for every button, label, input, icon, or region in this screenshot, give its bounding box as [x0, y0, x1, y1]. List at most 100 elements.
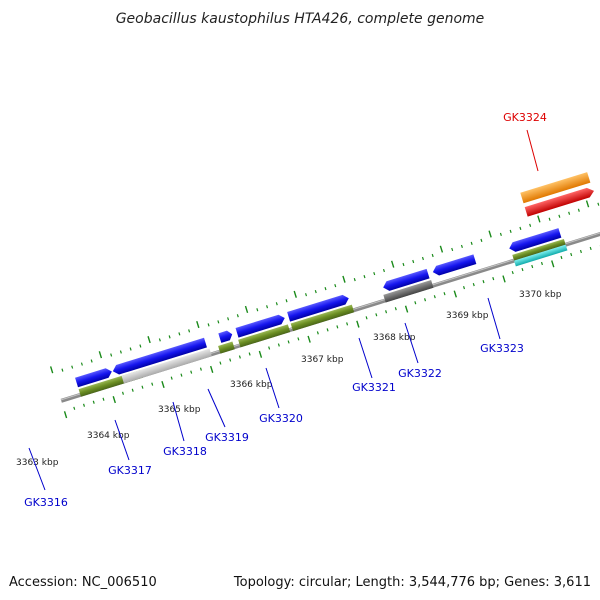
- track-group: [49, 172, 600, 419]
- minor-tick: [433, 295, 436, 299]
- gene-label-gk3320[interactable]: GK3320: [259, 412, 303, 425]
- minor-tick: [90, 359, 93, 363]
- minor-tick: [268, 346, 271, 350]
- minor-tick: [285, 299, 288, 303]
- minor-tick: [492, 276, 495, 281]
- kbp-label: 3370 kbp: [519, 290, 562, 300]
- major-tick: [258, 350, 263, 358]
- minor-tick: [451, 247, 454, 252]
- minor-tick: [480, 238, 483, 243]
- major-tick: [439, 245, 444, 253]
- minor-tick: [121, 391, 124, 395]
- minor-tick: [346, 322, 349, 326]
- cds-gk3324[interactable]: [524, 186, 596, 217]
- gene-label-gk3323[interactable]: GK3323: [480, 342, 524, 355]
- major-tick: [98, 351, 103, 359]
- gene-label-gk3324[interactable]: GK3324: [503, 111, 547, 124]
- cds-gk3323[interactable]: [508, 228, 562, 253]
- minor-tick: [305, 293, 308, 297]
- gene-bar-gk3317[interactable]: [121, 348, 212, 384]
- leader-line: [526, 129, 539, 172]
- minor-tick: [141, 385, 144, 389]
- cds-gk3319[interactable]: [235, 313, 287, 338]
- major-tick: [453, 290, 458, 298]
- gene-label-gk3318[interactable]: GK3318: [163, 445, 207, 458]
- major-tick: [112, 396, 116, 404]
- gene-bar-gk3318[interactable]: [218, 341, 235, 354]
- gene-label-gk3322[interactable]: GK3322: [398, 367, 442, 380]
- minor-tick: [373, 271, 376, 276]
- minor-tick: [314, 290, 317, 294]
- gene-row: [78, 238, 568, 397]
- kbp-label: 3368 kbp: [373, 333, 416, 343]
- minor-tick: [334, 284, 337, 288]
- minor-tick: [470, 241, 473, 246]
- cds-gk3317[interactable]: [111, 337, 207, 376]
- cds-gk3320[interactable]: [287, 293, 350, 322]
- minor-tick: [521, 267, 524, 272]
- minor-tick: [61, 368, 64, 372]
- minor-tick: [188, 329, 191, 333]
- minor-tick: [316, 331, 319, 335]
- major-tick: [551, 260, 555, 268]
- kbp-label: 3369 kbp: [446, 311, 489, 321]
- minor-tick: [248, 352, 251, 356]
- major-tick: [293, 290, 297, 298]
- minor-tick: [570, 252, 573, 257]
- cds-gk3316[interactable]: [75, 367, 113, 388]
- cds-row-upper: [75, 228, 562, 388]
- leader-line: [114, 419, 130, 461]
- minor-tick: [82, 403, 86, 407]
- minor-tick: [597, 202, 600, 206]
- minor-tick: [110, 353, 113, 357]
- minor-tick: [80, 362, 83, 366]
- cds-gk3322[interactable]: [431, 254, 477, 277]
- minor-tick: [382, 268, 385, 273]
- minor-tick: [275, 302, 278, 306]
- minor-tick: [509, 229, 512, 233]
- minor-tick: [460, 244, 463, 249]
- minor-tick: [353, 277, 356, 282]
- minor-tick: [375, 313, 378, 317]
- kbp-label: 3363 kbp: [16, 458, 59, 468]
- kbp-label: 3365 kbp: [158, 405, 201, 415]
- minor-tick: [558, 214, 561, 218]
- gene-bar-gk3321[interactable]: [383, 280, 434, 303]
- gene-bar-gk3323-cyan[interactable]: [514, 244, 568, 267]
- minor-tick: [256, 308, 259, 312]
- gene-bar-gk3323-green[interactable]: [512, 238, 566, 261]
- minor-tick: [443, 292, 446, 296]
- minor-tick: [589, 246, 592, 251]
- gene-label-gk3317[interactable]: GK3317: [108, 464, 152, 477]
- major-tick: [537, 215, 541, 223]
- minor-tick: [482, 280, 485, 284]
- minor-tick: [178, 332, 181, 336]
- leader-line: [172, 401, 185, 442]
- minor-tick: [531, 264, 534, 269]
- gene-bar-gk3324[interactable]: [520, 172, 591, 204]
- minor-tick: [363, 274, 366, 279]
- minor-tick: [548, 217, 551, 221]
- major-tick: [244, 305, 249, 313]
- upper-tick-row: [49, 200, 600, 374]
- cds-gk3321[interactable]: [382, 268, 430, 292]
- gene-bar-gk3319[interactable]: [238, 324, 291, 348]
- minor-tick: [219, 361, 222, 365]
- gene-label-gk3316[interactable]: GK3316: [24, 496, 68, 509]
- minor-tick: [92, 400, 95, 404]
- minor-tick: [236, 314, 239, 318]
- leader-line: [28, 447, 46, 491]
- gene-bar-gk3320[interactable]: [290, 304, 355, 332]
- major-tick: [488, 230, 492, 238]
- gene-label-gk3321[interactable]: GK3321: [352, 381, 396, 394]
- minor-tick: [412, 259, 415, 264]
- major-tick: [307, 335, 311, 343]
- cds-gk3318[interactable]: [218, 329, 233, 343]
- minor-tick: [129, 347, 132, 351]
- minor-tick: [511, 270, 514, 275]
- gene-label-gk3319[interactable]: GK3319: [205, 431, 249, 444]
- minor-tick: [102, 397, 105, 401]
- major-tick: [342, 275, 346, 283]
- minor-tick: [431, 253, 434, 258]
